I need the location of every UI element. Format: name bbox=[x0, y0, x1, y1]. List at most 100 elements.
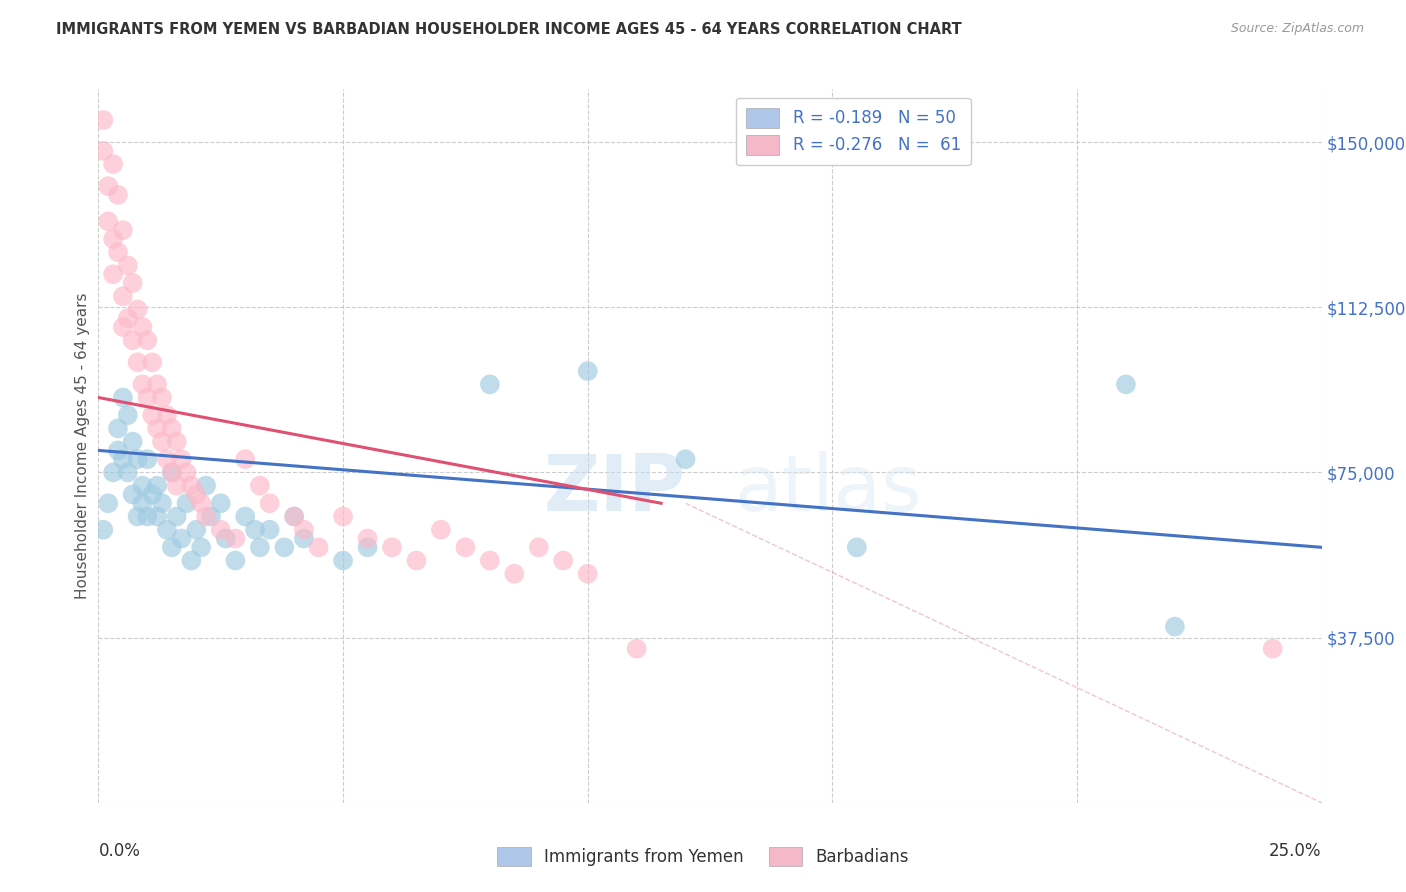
Point bbox=[117, 408, 139, 422]
Point bbox=[170, 452, 193, 467]
Point bbox=[117, 466, 139, 480]
Point bbox=[209, 496, 232, 510]
Point bbox=[141, 408, 163, 422]
Point bbox=[107, 421, 129, 435]
Point bbox=[356, 541, 378, 555]
Point bbox=[160, 421, 183, 435]
Point bbox=[97, 179, 120, 194]
Point bbox=[332, 509, 354, 524]
Point bbox=[195, 478, 218, 492]
Point bbox=[1115, 377, 1137, 392]
Point bbox=[170, 532, 193, 546]
Point bbox=[332, 553, 354, 567]
Point bbox=[405, 553, 427, 567]
Point bbox=[308, 541, 330, 555]
Point bbox=[131, 496, 153, 510]
Point bbox=[136, 509, 159, 524]
Point bbox=[283, 509, 305, 524]
Text: 0.0%: 0.0% bbox=[98, 842, 141, 860]
Point bbox=[259, 496, 281, 510]
Point bbox=[101, 232, 124, 246]
Y-axis label: Householder Income Ages 45 - 64 years: Householder Income Ages 45 - 64 years bbox=[75, 293, 90, 599]
Point bbox=[292, 532, 315, 546]
Point bbox=[111, 320, 134, 334]
Point bbox=[127, 452, 149, 467]
Point bbox=[146, 478, 169, 492]
Point bbox=[136, 452, 159, 467]
Point bbox=[136, 333, 159, 347]
Point bbox=[141, 487, 163, 501]
Point bbox=[233, 509, 256, 524]
Point bbox=[101, 466, 124, 480]
Point bbox=[176, 496, 198, 510]
Point bbox=[146, 377, 169, 392]
Legend: R = -0.189   N = 50, R = -0.276   N =  61: R = -0.189 N = 50, R = -0.276 N = 61 bbox=[735, 97, 970, 165]
Point bbox=[131, 320, 153, 334]
Point bbox=[209, 523, 232, 537]
Point bbox=[107, 245, 129, 260]
Point bbox=[91, 144, 114, 158]
Point bbox=[131, 377, 153, 392]
Point bbox=[117, 259, 139, 273]
Point bbox=[166, 509, 188, 524]
Point bbox=[454, 541, 477, 555]
Point bbox=[141, 355, 163, 369]
Point bbox=[243, 523, 266, 537]
Point bbox=[91, 113, 114, 128]
Point bbox=[166, 478, 188, 492]
Point bbox=[107, 188, 129, 202]
Point bbox=[249, 478, 271, 492]
Point bbox=[121, 276, 143, 290]
Point bbox=[200, 509, 222, 524]
Point bbox=[356, 532, 378, 546]
Point bbox=[111, 391, 134, 405]
Point bbox=[180, 553, 202, 567]
Point bbox=[478, 553, 501, 567]
Point bbox=[273, 541, 295, 555]
Point bbox=[146, 421, 169, 435]
Point bbox=[675, 452, 697, 467]
Point bbox=[176, 466, 198, 480]
Point bbox=[576, 566, 599, 581]
Point bbox=[430, 523, 453, 537]
Point bbox=[224, 553, 246, 567]
Point bbox=[111, 289, 134, 303]
Text: IMMIGRANTS FROM YEMEN VS BARBADIAN HOUSEHOLDER INCOME AGES 45 - 64 YEARS CORRELA: IMMIGRANTS FROM YEMEN VS BARBADIAN HOUSE… bbox=[56, 22, 962, 37]
Point bbox=[527, 541, 550, 555]
Point bbox=[127, 509, 149, 524]
Point bbox=[186, 523, 208, 537]
Point bbox=[503, 566, 526, 581]
Point bbox=[160, 541, 183, 555]
Point bbox=[121, 487, 143, 501]
Point bbox=[156, 408, 179, 422]
Point bbox=[190, 541, 212, 555]
Point bbox=[292, 523, 315, 537]
Point bbox=[127, 302, 149, 317]
Point bbox=[101, 267, 124, 281]
Point bbox=[111, 223, 134, 237]
Text: ZIP: ZIP bbox=[543, 450, 686, 527]
Text: atlas: atlas bbox=[734, 450, 922, 527]
Point bbox=[626, 641, 648, 656]
Point bbox=[136, 391, 159, 405]
Point bbox=[259, 523, 281, 537]
Point bbox=[214, 532, 236, 546]
Point bbox=[131, 478, 153, 492]
Text: Source: ZipAtlas.com: Source: ZipAtlas.com bbox=[1230, 22, 1364, 36]
Point bbox=[101, 157, 124, 171]
Point bbox=[1164, 619, 1187, 633]
Point bbox=[150, 496, 173, 510]
Point bbox=[121, 333, 143, 347]
Point bbox=[111, 452, 134, 467]
Point bbox=[186, 487, 208, 501]
Point bbox=[117, 311, 139, 326]
Point bbox=[156, 452, 179, 467]
Point bbox=[160, 466, 183, 480]
Point bbox=[107, 443, 129, 458]
Legend: Immigrants from Yemen, Barbadians: Immigrants from Yemen, Barbadians bbox=[489, 838, 917, 875]
Point bbox=[381, 541, 404, 555]
Point bbox=[249, 541, 271, 555]
Point bbox=[1261, 641, 1284, 656]
Point bbox=[180, 478, 202, 492]
Point bbox=[97, 496, 120, 510]
